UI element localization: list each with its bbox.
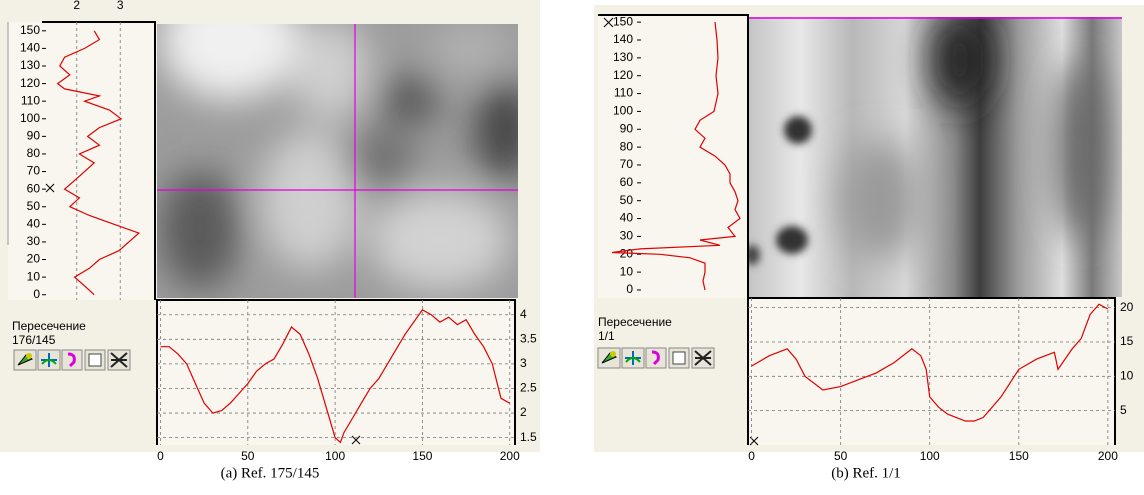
- x-tick-label: 100: [920, 449, 940, 463]
- cursor-marker: [45, 183, 55, 193]
- profile-line: [160, 309, 511, 444]
- y-tick-label: 40: [620, 211, 634, 225]
- caption: (a) Ref. 175/145: [221, 465, 320, 481]
- profile-area: [157, 300, 515, 445]
- frame: [747, 297, 1116, 445]
- surface-image: [157, 24, 518, 298]
- profile-line: [751, 303, 1109, 422]
- y-tick-label: 2: [520, 405, 527, 419]
- y-tick-label: 140: [20, 41, 40, 55]
- y-tick-label: 3.5: [520, 331, 537, 345]
- y-tick-label: 100: [20, 111, 40, 125]
- y-tick-label: 70: [620, 157, 634, 171]
- profile-line: [611, 22, 741, 291]
- section-value: 1/1: [598, 329, 615, 343]
- y-tick-label: 2.5: [520, 381, 537, 395]
- y-tick-label: 60: [620, 175, 634, 189]
- y-tick-label: 130: [613, 50, 633, 64]
- x-tick-label: 0: [748, 449, 755, 463]
- y-tick-label: 40: [27, 217, 41, 231]
- y-tick-label: 0: [626, 282, 633, 296]
- y-tick-label: 10: [27, 269, 41, 283]
- x-tick-label: 150: [412, 449, 432, 463]
- y-tick-label: 20: [27, 252, 41, 266]
- toolbar: [13, 347, 715, 371]
- y-tick-label: 90: [620, 121, 634, 135]
- section-label: Пересечение: [598, 315, 672, 329]
- surface-image: [748, 17, 1122, 297]
- y-tick-label: 15: [1120, 334, 1134, 348]
- x-tick-label: 200: [1098, 449, 1118, 463]
- y-tick-label: 3: [520, 356, 527, 370]
- y-tick-label: 110: [21, 93, 40, 107]
- y-tick-label: 120: [613, 68, 633, 82]
- y-tick-label: 20: [1120, 300, 1134, 314]
- y-tick-label: 120: [20, 76, 40, 90]
- y-tick-label: 5: [1120, 403, 1127, 417]
- frame: [156, 299, 516, 445]
- y-tick-label: 70: [27, 164, 41, 178]
- tool-button[interactable]: [645, 347, 667, 369]
- cursor-marker: [603, 17, 614, 28]
- section-label: Пересечение: [12, 319, 86, 333]
- y-tick-label: 100: [613, 104, 633, 118]
- x-tick-label: 3: [117, 0, 124, 12]
- y-tick-label: 10: [1120, 368, 1134, 382]
- y-tick-label: 60: [27, 181, 41, 195]
- y-tick-label: 50: [27, 199, 41, 213]
- profile-area: [748, 298, 1115, 445]
- x-tick-label: 150: [1009, 449, 1029, 463]
- y-tick-label: 150: [20, 23, 40, 37]
- y-tick-label: 110: [614, 86, 633, 100]
- x-tick-label: 0: [157, 449, 164, 463]
- frame: [598, 14, 749, 298]
- y-tick-label: 130: [20, 58, 40, 72]
- caption: (b) Ref. 1/1: [831, 465, 901, 481]
- x-tick-label: 100: [325, 449, 345, 463]
- profile-line: [56, 30, 141, 296]
- frame: [42, 21, 156, 300]
- y-tick-label: 30: [620, 229, 634, 243]
- cursor-marker: [351, 435, 361, 445]
- y-tick-label: 10: [620, 264, 634, 278]
- section-value: 176/145: [12, 333, 56, 347]
- y-tick-label: 90: [27, 129, 41, 143]
- y-tick-label: 1.5: [520, 430, 537, 444]
- y-tick-label: 0: [33, 287, 40, 301]
- y-tick-label: 80: [620, 139, 634, 153]
- y-tick-label: 140: [613, 32, 633, 46]
- tool-button[interactable]: [61, 349, 83, 371]
- x-tick-label: 200: [500, 449, 520, 463]
- y-tick-label: 50: [620, 193, 634, 207]
- x-tick-label: 50: [241, 449, 255, 463]
- profile-area: [8, 22, 155, 300]
- y-tick-label: 150: [613, 14, 633, 28]
- y-tick-label: 30: [27, 234, 41, 248]
- y-tick-label: 80: [27, 146, 41, 160]
- x-tick-label: 50: [834, 449, 848, 463]
- y-tick-label: 4: [520, 307, 527, 321]
- x-tick-label: 2: [73, 0, 80, 12]
